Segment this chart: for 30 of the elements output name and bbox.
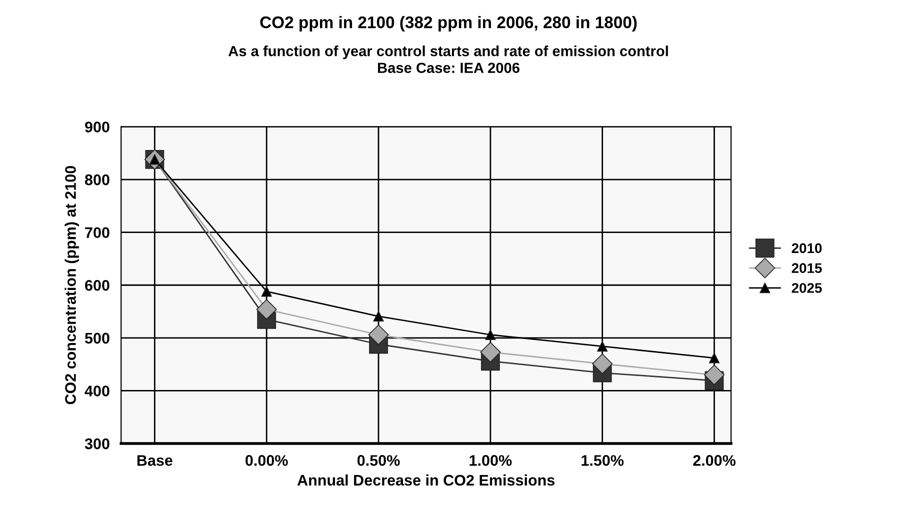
point (708, 352, 720, 364)
legend-label: 2025 (792, 283, 822, 293)
point (592, 354, 613, 374)
y-tick-label: 800 (84, 174, 110, 186)
x-tick-label: 2.00% (693, 455, 736, 466)
point (480, 342, 501, 362)
x-tick-label: 0.50% (357, 455, 400, 466)
x-axis-title: Annual Decrease in CO2 Emissions (297, 474, 555, 486)
x-tick-label: Base (137, 455, 172, 466)
x-tick-label: 1.50% (582, 455, 624, 466)
x-tick-label: 1.00% (470, 455, 512, 466)
y-tick-label: 700 (85, 227, 110, 238)
y-tick-label: 400 (84, 386, 110, 396)
y-axis-title: CO2 concentration (ppm) at 2100 (64, 166, 79, 404)
legend-label: 2010 (792, 243, 822, 254)
y-tick-label: 300 (84, 438, 110, 450)
point (261, 286, 272, 297)
y-tick-label: 600 (85, 280, 110, 291)
y-tick-label: 900 (85, 122, 110, 132)
legend-label: 2015 (792, 263, 822, 274)
point (704, 364, 725, 386)
point (597, 341, 608, 352)
point (256, 299, 277, 320)
chart-title: CO2 ppm in 2100 (382 ppm in 2006, 280 in 1800) (260, 16, 637, 32)
y-tick-label: 500 (84, 332, 110, 344)
point (373, 310, 384, 322)
chart-subtitle: As a function of year control starts and rate of emission control Base Case: IEA 2006 (228, 46, 668, 74)
x-tick-label: 0.00% (246, 455, 288, 466)
point (485, 329, 496, 340)
point (368, 324, 389, 345)
